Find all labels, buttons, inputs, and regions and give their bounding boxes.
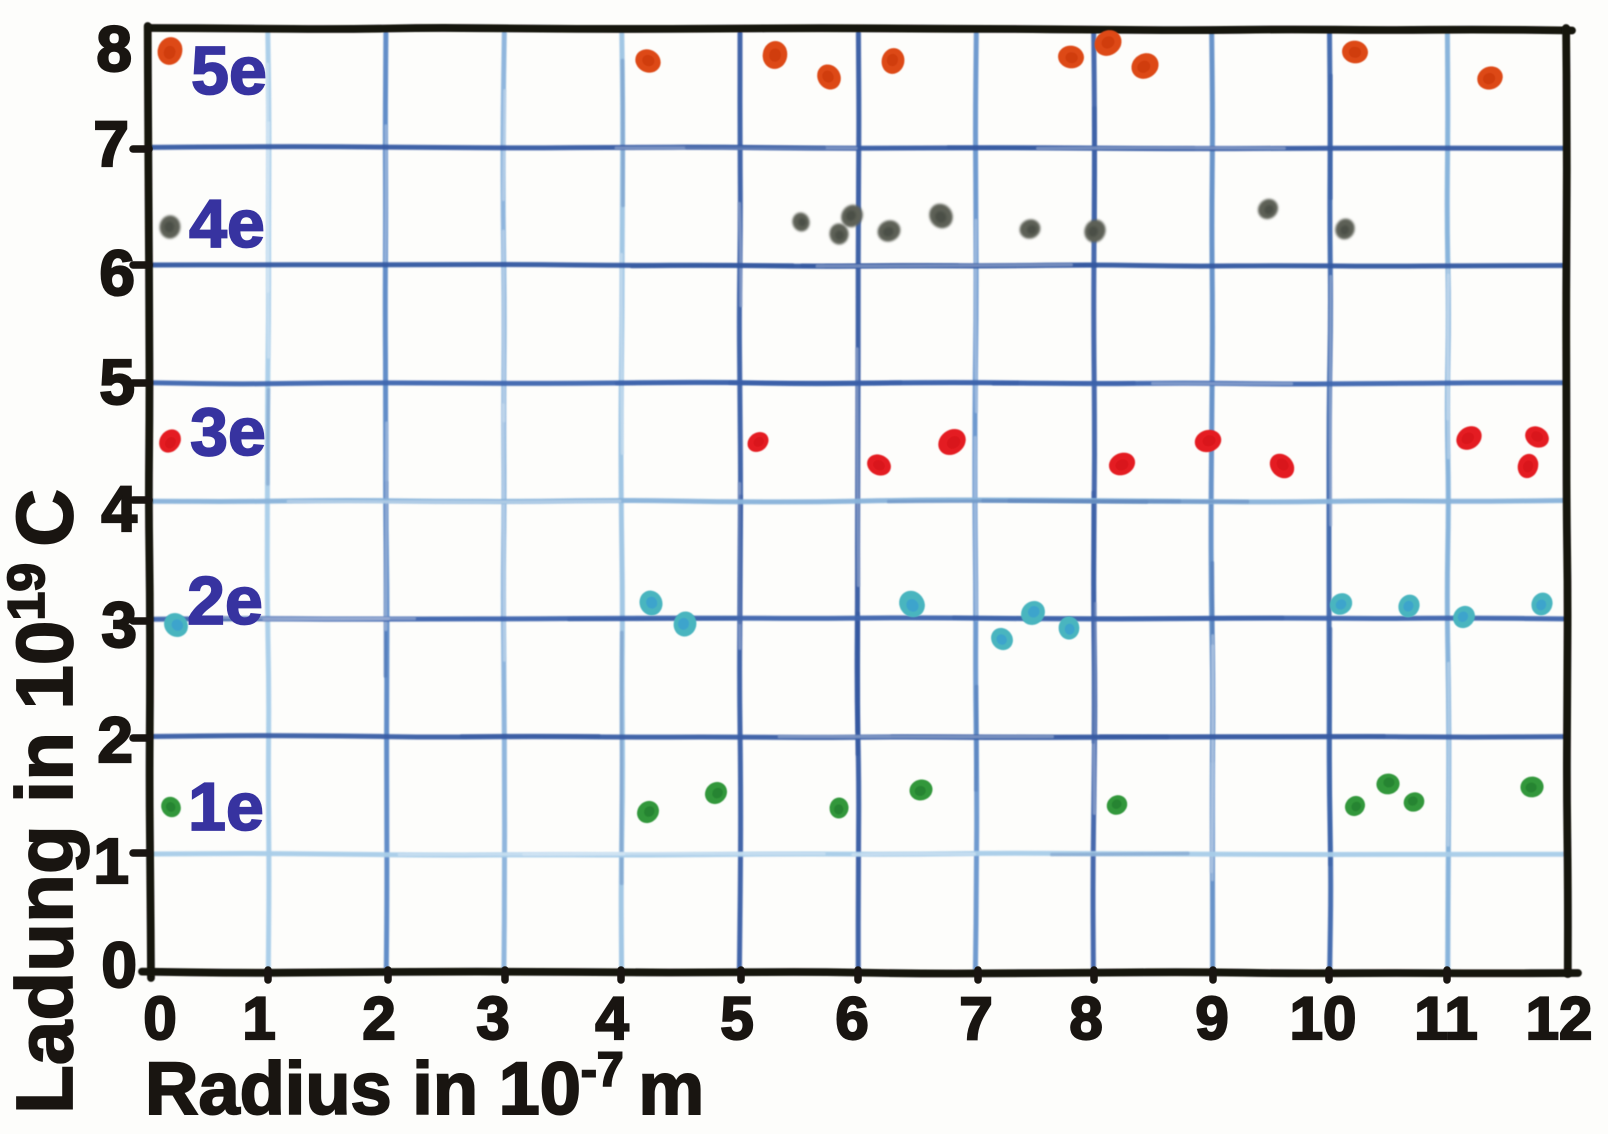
svg-text:5: 5 xyxy=(99,346,135,418)
svg-text:3: 3 xyxy=(101,589,137,661)
svg-text:2: 2 xyxy=(97,704,133,776)
svg-text:4: 4 xyxy=(101,473,137,545)
svg-text:7: 7 xyxy=(959,985,992,1052)
svg-text:1e: 1e xyxy=(188,769,264,845)
svg-text:3: 3 xyxy=(476,985,509,1052)
svg-text:9: 9 xyxy=(1195,985,1228,1052)
svg-text:2e: 2e xyxy=(187,563,263,639)
svg-text:1: 1 xyxy=(93,825,129,897)
svg-text:12: 12 xyxy=(1526,985,1593,1052)
svg-text:2: 2 xyxy=(362,985,395,1052)
svg-text:3e: 3e xyxy=(190,394,266,470)
svg-text:8: 8 xyxy=(96,13,132,85)
svg-text:5: 5 xyxy=(720,985,753,1052)
svg-text:4: 4 xyxy=(595,985,629,1052)
svg-text:5e: 5e xyxy=(191,33,267,109)
svg-text:8: 8 xyxy=(1069,985,1102,1052)
svg-text:0: 0 xyxy=(143,985,176,1052)
svg-text:1: 1 xyxy=(242,985,275,1052)
svg-text:6: 6 xyxy=(835,985,868,1052)
svg-text:0: 0 xyxy=(101,929,137,1001)
svg-text:6: 6 xyxy=(99,237,135,309)
svg-text:10: 10 xyxy=(1290,985,1357,1052)
svg-text:4e: 4e xyxy=(189,186,265,262)
svg-text:11: 11 xyxy=(1414,985,1477,1052)
svg-text:7: 7 xyxy=(93,108,129,180)
